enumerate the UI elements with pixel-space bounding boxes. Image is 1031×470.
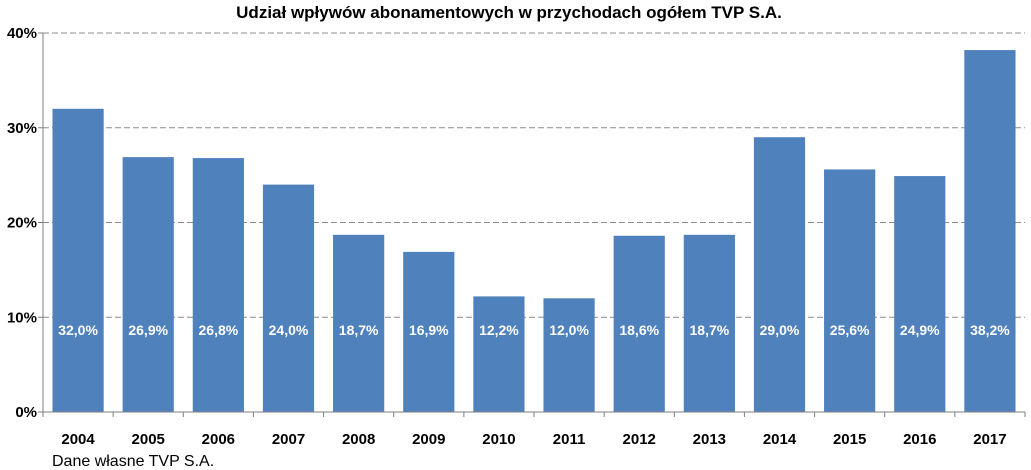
bar	[192, 158, 244, 412]
data-label: 29,0%	[760, 322, 800, 338]
bar	[964, 50, 1016, 413]
data-label: 18,6%	[619, 322, 659, 338]
bar	[473, 296, 525, 412]
bar	[122, 157, 174, 412]
bars	[52, 50, 1016, 413]
chart-title: Udział wpływów abonamentowych w przychod…	[236, 3, 782, 22]
bar	[753, 137, 806, 412]
x-tick-label: 2015	[833, 431, 866, 448]
x-tick-label: 2004	[61, 431, 95, 448]
y-axis-ticks: 0% 10% 20% 30% 40%	[7, 25, 43, 421]
bar	[403, 251, 455, 412]
x-tick-label: 2014	[763, 431, 797, 448]
data-label: 32,0%	[58, 322, 98, 338]
x-tick-label: 2009	[412, 431, 445, 448]
data-label: 38,2%	[970, 322, 1010, 338]
bar	[683, 234, 735, 412]
data-label: 18,7%	[339, 322, 379, 338]
x-tick-label: 2012	[623, 431, 656, 448]
data-labels: 32,0% 26,9% 26,8% 24,0% 18,7% 16,9% 12,2% 12,0%…	[58, 322, 1010, 338]
data-label: 26,8%	[199, 322, 239, 338]
data-label: 12,0%	[549, 322, 589, 338]
y-tick-label: 20%	[7, 215, 37, 232]
data-label: 26,9%	[128, 322, 168, 338]
bar	[894, 176, 946, 412]
y-tick-label: 40%	[7, 25, 37, 42]
x-tick-label: 2008	[342, 431, 375, 448]
x-tick-label: 2017	[973, 431, 1006, 448]
bar	[613, 235, 665, 412]
bar	[262, 184, 315, 412]
data-label: 18,7%	[690, 322, 730, 338]
y-tick-label: 10%	[7, 309, 37, 326]
x-tick-label: 2007	[272, 431, 305, 448]
data-label: 24,0%	[269, 322, 309, 338]
data-label: 16,9%	[409, 322, 449, 338]
bar	[543, 298, 595, 412]
source-note: Dane własne TVP S.A.	[52, 453, 214, 470]
x-tick-label: 2011	[553, 431, 586, 448]
x-tick-label: 2016	[903, 431, 936, 448]
x-tick-label: 2005	[132, 431, 165, 448]
x-tick-label: 2010	[482, 431, 515, 448]
y-tick-label: 0%	[15, 404, 37, 421]
x-tick-label: 2013	[693, 431, 726, 448]
bar	[52, 108, 104, 413]
data-label: 12,2%	[479, 322, 519, 338]
x-axis-ticks: 2004 2005 2006 2007 2008 2009 2010 2011 2012 2013…	[42, 412, 1026, 448]
gridlines	[43, 32, 1025, 318]
data-label: 25,6%	[830, 322, 870, 338]
data-label: 24,9%	[900, 322, 940, 338]
y-tick-label: 30%	[7, 120, 37, 137]
x-tick-label: 2006	[202, 431, 235, 448]
bar	[333, 234, 385, 412]
bar	[824, 169, 876, 412]
